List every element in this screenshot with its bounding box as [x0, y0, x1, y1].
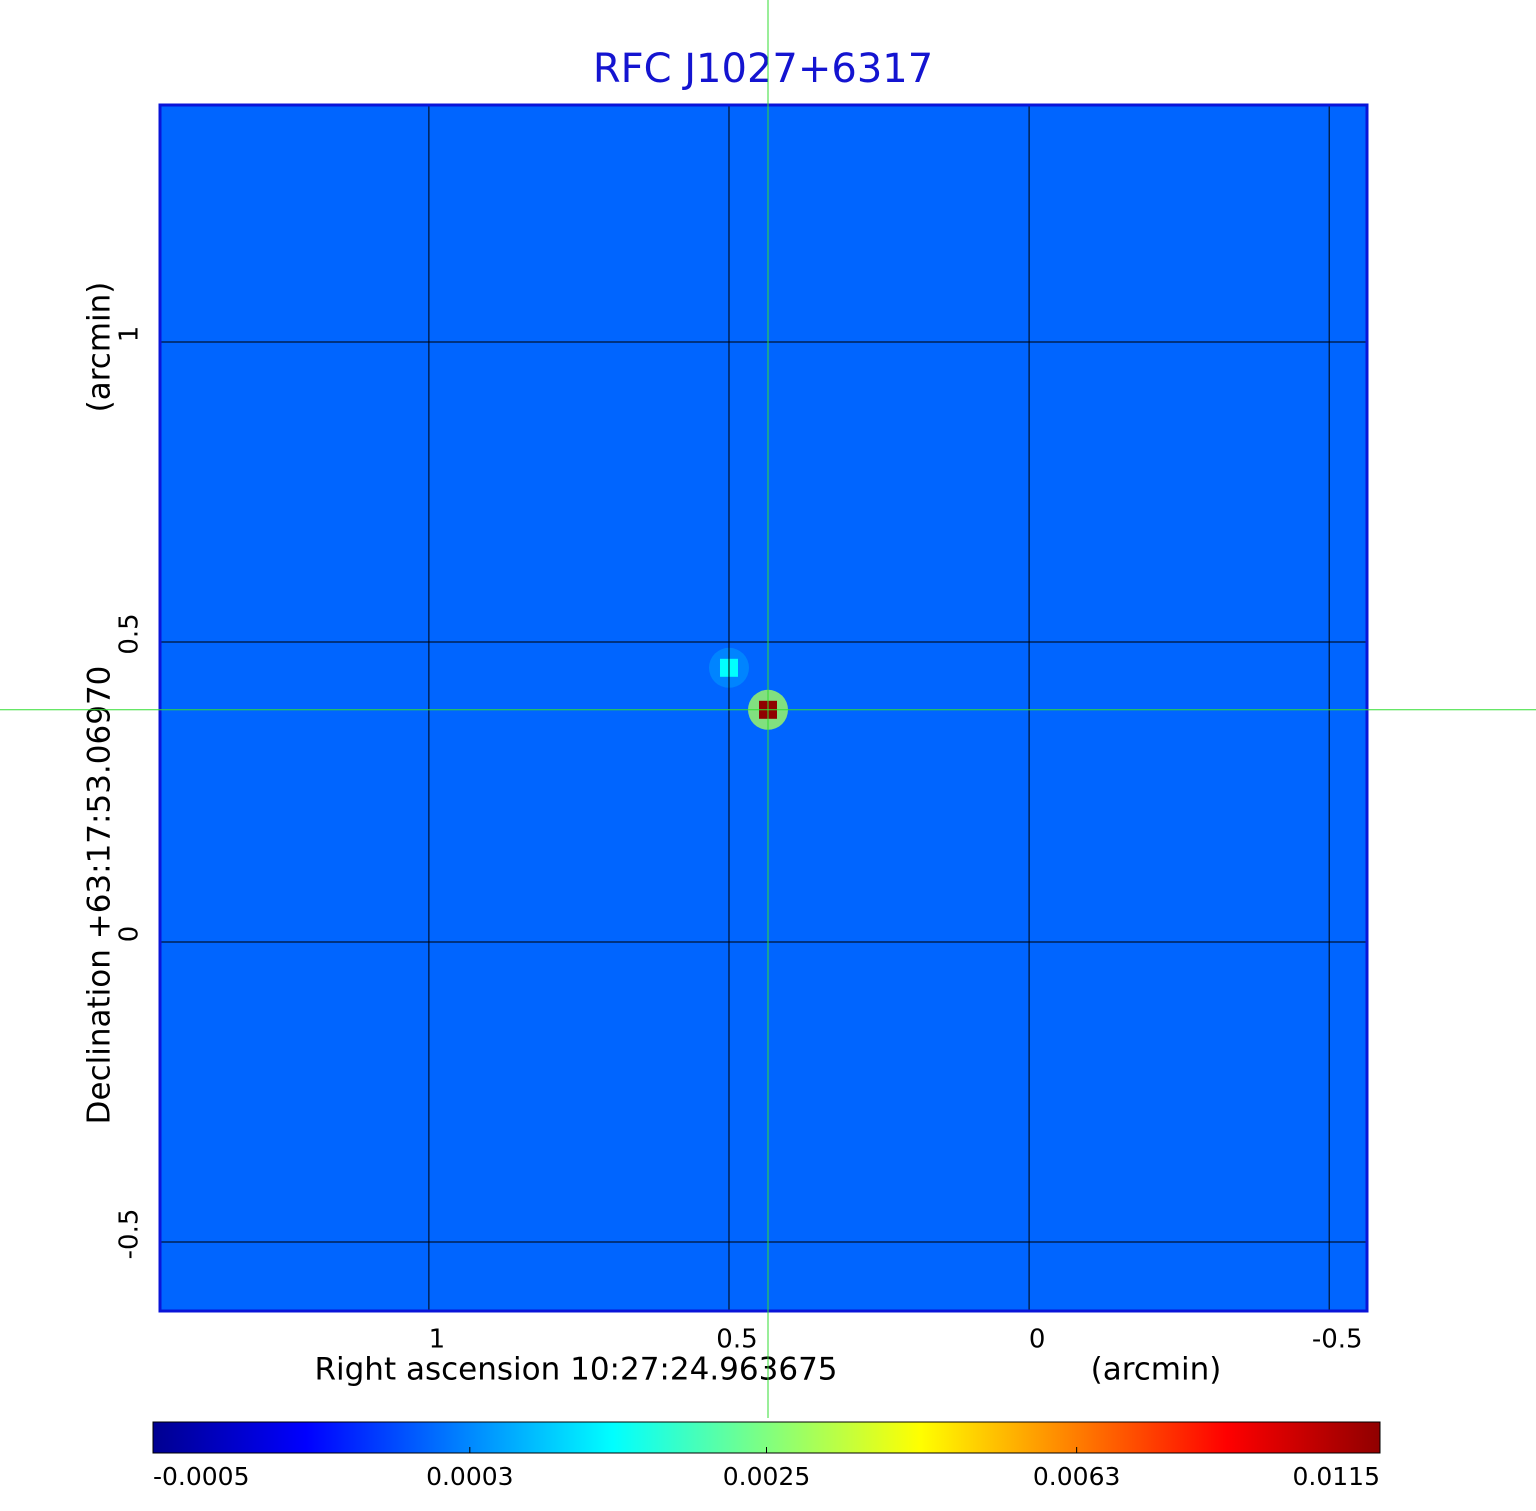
colorbar-tick-label: -0.0005 — [153, 1462, 250, 1491]
y-tick-label: -0.5 — [115, 1209, 145, 1260]
title: RFC J1027+6317 — [593, 46, 933, 92]
x-tick-label: 0.5 — [716, 1325, 757, 1355]
y-tick-label: 0 — [115, 926, 145, 943]
y-tick-label: 1 — [115, 326, 145, 343]
colorbar-tick-label: 0.0115 — [1293, 1462, 1380, 1491]
y-axis-unit: (arcmin) — [82, 282, 118, 413]
x-tick-label: -0.5 — [1312, 1325, 1363, 1355]
colorbar-tick-label: 0.0063 — [1033, 1462, 1120, 1491]
y-axis-label: Declination +63:17:53.06970 — [82, 666, 118, 1125]
colorbar-tick-label: 0.0025 — [723, 1462, 810, 1491]
x-axis-unit: (arcmin) — [1091, 1352, 1222, 1388]
y-tick-label: 0.5 — [115, 613, 145, 654]
plot-frame — [158, 103, 1369, 1313]
x-axis-label: Right ascension 10:27:24.963675 — [314, 1352, 837, 1388]
x-tick-label: 0 — [1029, 1325, 1046, 1355]
x-tick-label: 1 — [429, 1325, 446, 1355]
colorbar-tick-label: 0.0003 — [426, 1462, 513, 1491]
